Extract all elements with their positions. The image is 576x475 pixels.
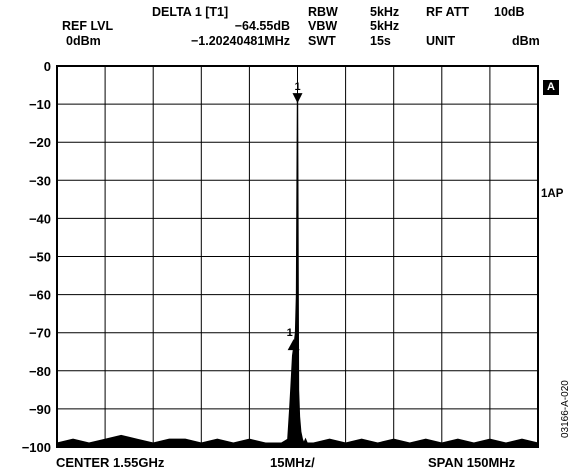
marker-label: 1 [287, 327, 293, 339]
y-tick-label: −50 [29, 250, 51, 265]
y-tick-labels: 0 −10 −20 −30 −40 −50 −60 −70 −80 −90 −100 [22, 59, 51, 455]
y-tick-label: −60 [29, 288, 51, 303]
y-tick-label: −20 [29, 135, 51, 150]
vbw-label: VBW [308, 19, 338, 33]
ref-level-value: 0dBm [66, 34, 101, 48]
rf-attenuation-label: RF ATT [426, 5, 470, 19]
marker-triangle-up [287, 339, 300, 351]
y-tick-label: −10 [29, 97, 51, 112]
ref-level-label: REF LVL [62, 19, 114, 33]
center-frequency: CENTER 1.55GHz [56, 455, 165, 470]
y-tick-label: −30 [29, 173, 51, 188]
delta-marker-label: DELTA 1 [T1] [152, 5, 229, 19]
delta-frequency: −1.20240481MHz [190, 34, 290, 48]
frequency-per-division: 15MHz/ [270, 455, 315, 470]
sweep-time-value: 15s [370, 34, 391, 48]
spectrum-trace-group [56, 100, 539, 447]
plot-frame [56, 65, 539, 448]
y-tick-label: 0 [44, 59, 51, 74]
marker-triangle-down [292, 93, 303, 104]
delta-level: −64.55dB [234, 19, 290, 33]
sweep-time-label: SWT [308, 34, 336, 48]
rbw-value: 5kHz [370, 5, 400, 19]
unit-value: dBm [512, 34, 540, 48]
y-tick-label: −100 [22, 440, 51, 455]
y-tick-label: −40 [29, 211, 51, 226]
vbw-value: 5kHz [370, 19, 400, 33]
y-tick-label: −70 [29, 326, 51, 341]
y-tick-label: −80 [29, 364, 51, 379]
detector-label: 1AP [541, 188, 564, 200]
marker-1: 1 [292, 81, 303, 104]
rf-attenuation-value: 10dB [494, 5, 525, 19]
rbw-label: RBW [308, 5, 338, 19]
y-tick-label: −90 [29, 402, 51, 417]
markers: 11 [287, 81, 303, 351]
unit-label: UNIT [426, 34, 456, 48]
marker-label: 1 [294, 81, 300, 93]
marker-2: 1 [287, 327, 300, 351]
frequency-span: SPAN 150MHz [428, 455, 516, 470]
trace-a-tag: A [543, 80, 559, 95]
